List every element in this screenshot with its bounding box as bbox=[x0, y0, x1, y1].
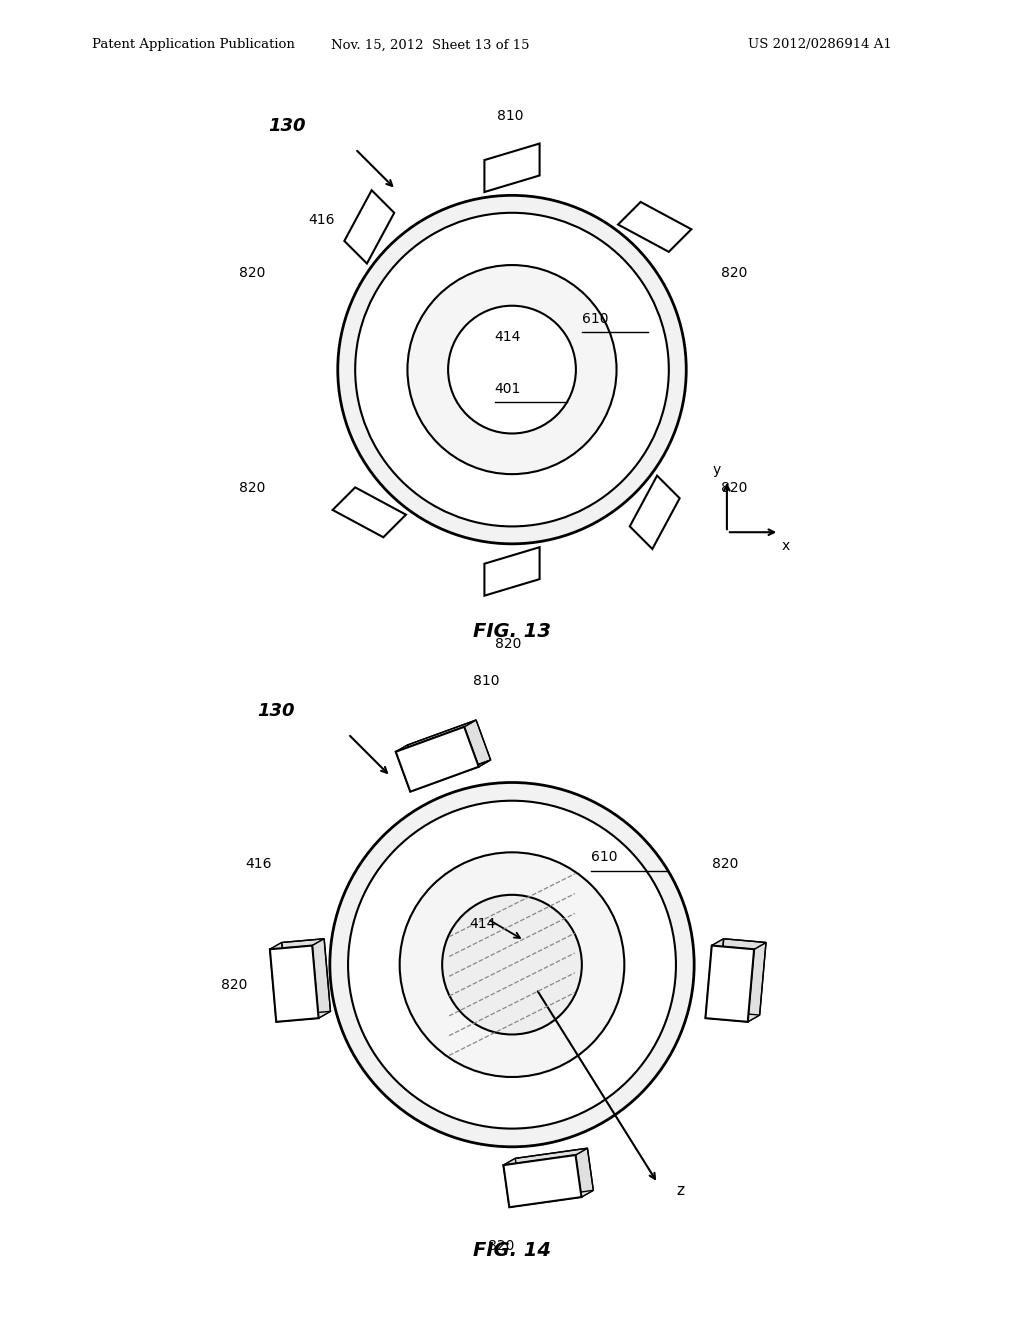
Text: 401: 401 bbox=[495, 381, 521, 396]
Text: 810: 810 bbox=[472, 675, 499, 688]
Circle shape bbox=[355, 213, 669, 527]
Text: 820: 820 bbox=[495, 638, 521, 651]
Polygon shape bbox=[504, 1155, 582, 1208]
Circle shape bbox=[442, 895, 582, 1035]
Polygon shape bbox=[344, 190, 394, 264]
Text: 130: 130 bbox=[257, 702, 295, 719]
Circle shape bbox=[338, 195, 686, 544]
Text: FIG. 13: FIG. 13 bbox=[473, 622, 551, 640]
Text: 414: 414 bbox=[495, 330, 521, 343]
Polygon shape bbox=[509, 1191, 593, 1208]
Circle shape bbox=[449, 306, 575, 433]
Polygon shape bbox=[484, 144, 540, 191]
Circle shape bbox=[399, 853, 625, 1077]
Text: 810: 810 bbox=[498, 108, 524, 123]
Polygon shape bbox=[411, 760, 490, 792]
Text: 416: 416 bbox=[245, 857, 271, 870]
Text: 820: 820 bbox=[239, 265, 265, 280]
Polygon shape bbox=[504, 1159, 521, 1208]
Polygon shape bbox=[706, 939, 724, 1018]
Polygon shape bbox=[333, 487, 406, 537]
Circle shape bbox=[330, 783, 694, 1147]
Text: Nov. 15, 2012  Sheet 13 of 15: Nov. 15, 2012 Sheet 13 of 15 bbox=[331, 38, 529, 51]
Text: 820: 820 bbox=[721, 480, 748, 495]
Text: 610: 610 bbox=[582, 312, 608, 326]
Text: 416: 416 bbox=[308, 214, 335, 227]
Polygon shape bbox=[706, 1011, 760, 1022]
Text: 820: 820 bbox=[721, 265, 748, 280]
Polygon shape bbox=[504, 1148, 588, 1166]
Circle shape bbox=[348, 801, 676, 1129]
Text: 414: 414 bbox=[469, 917, 496, 931]
Polygon shape bbox=[712, 939, 766, 949]
Text: y: y bbox=[713, 463, 721, 477]
Polygon shape bbox=[276, 1011, 331, 1022]
Text: 610: 610 bbox=[591, 850, 617, 865]
Text: Patent Application Publication: Patent Application Publication bbox=[92, 38, 295, 51]
Text: 820: 820 bbox=[713, 857, 738, 870]
Polygon shape bbox=[618, 202, 691, 252]
Text: 820: 820 bbox=[239, 480, 265, 495]
Polygon shape bbox=[464, 719, 490, 767]
Polygon shape bbox=[575, 1148, 593, 1197]
Polygon shape bbox=[706, 945, 754, 1022]
Circle shape bbox=[408, 265, 616, 474]
Polygon shape bbox=[630, 475, 680, 549]
Polygon shape bbox=[312, 939, 331, 1018]
Polygon shape bbox=[748, 942, 766, 1022]
Polygon shape bbox=[395, 719, 476, 751]
Polygon shape bbox=[270, 939, 325, 949]
Polygon shape bbox=[270, 942, 288, 1022]
Text: x: x bbox=[782, 539, 791, 553]
Text: 130: 130 bbox=[268, 117, 305, 136]
Text: z: z bbox=[676, 1184, 684, 1199]
Text: FIG. 14: FIG. 14 bbox=[473, 1241, 551, 1261]
Polygon shape bbox=[395, 744, 422, 792]
Text: 820: 820 bbox=[220, 978, 247, 991]
Text: US 2012/0286914 A1: US 2012/0286914 A1 bbox=[748, 38, 891, 51]
Polygon shape bbox=[484, 548, 540, 595]
Polygon shape bbox=[395, 727, 479, 792]
Text: 820: 820 bbox=[487, 1239, 514, 1253]
Polygon shape bbox=[270, 945, 318, 1022]
